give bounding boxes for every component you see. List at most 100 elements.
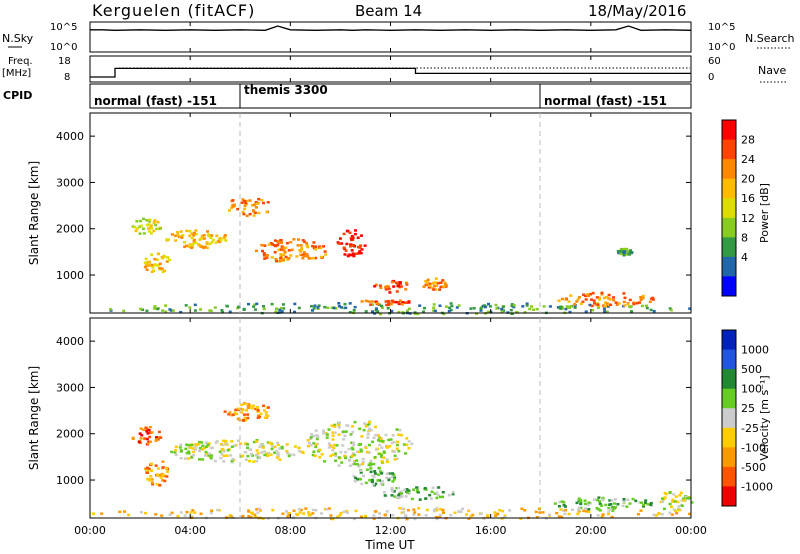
power-cells-cell xyxy=(225,305,229,308)
colorbar-tick-label: 25 xyxy=(741,402,755,415)
vel-cells-cell xyxy=(266,454,270,458)
power-cells-cell xyxy=(350,238,354,241)
vel-cells-cell xyxy=(312,508,315,512)
vel-cells-cell xyxy=(192,450,196,454)
vel-cells-cell xyxy=(185,451,189,455)
vel-cells-cell xyxy=(579,506,583,510)
vel-cells-cell xyxy=(407,489,411,492)
vel-cells-cell xyxy=(368,421,371,424)
power-cells-cell xyxy=(156,227,160,231)
vel-cells-cell xyxy=(330,424,334,427)
power-cells-cell xyxy=(207,234,211,238)
colorbar-segment xyxy=(722,369,736,390)
vel-cells-cell xyxy=(157,430,161,434)
vel-cells-cell xyxy=(243,451,247,454)
power-cells-cell xyxy=(156,258,159,261)
vel-cells-cell xyxy=(322,429,325,432)
power-cells-cell xyxy=(192,234,196,237)
colorbar-tick-label: 24 xyxy=(741,153,755,166)
vel-cells-cell xyxy=(246,446,249,450)
cpid-segment-3: normal (fast) -151 xyxy=(544,94,667,108)
power-cells-cell xyxy=(193,309,197,312)
power-cells-cell xyxy=(600,291,604,295)
vel-cells-cell xyxy=(218,450,222,453)
vel-cells-cell xyxy=(369,470,373,474)
colorbar-segment xyxy=(722,486,736,507)
power-cells-cell xyxy=(405,283,409,286)
vel-cells-cell xyxy=(366,436,370,439)
vel-cells-cell xyxy=(338,514,342,517)
vel-cells-cell xyxy=(334,454,338,458)
vel-cells-cell xyxy=(369,428,373,432)
vel-cells-cell xyxy=(179,511,183,514)
power-cells-cell xyxy=(147,223,151,226)
vel-cells-cell xyxy=(679,491,683,495)
power-cells-cell xyxy=(387,287,391,291)
vel-cells-cell xyxy=(241,408,245,411)
vel-cells-cell xyxy=(359,448,363,451)
vel-cells-cell xyxy=(364,424,368,428)
vel-cells-cell xyxy=(378,470,382,473)
power-cells-cell xyxy=(346,229,350,233)
power-cells-cell xyxy=(190,246,194,249)
vel-cells-cell xyxy=(674,495,678,498)
vel-cells-cell xyxy=(392,490,396,493)
vel-cells-cell xyxy=(439,513,443,517)
power-cells-cell xyxy=(569,305,573,308)
power-cells-cell xyxy=(353,305,357,309)
power-cells-cell xyxy=(213,306,217,309)
vel-cells-cell xyxy=(372,514,376,517)
colorbar-segment xyxy=(722,276,736,297)
power-cells-cell xyxy=(390,280,394,284)
vel-cells-cell xyxy=(390,475,394,478)
vel-cells-cell xyxy=(343,454,347,458)
vel-cells-cell xyxy=(503,514,507,517)
vel-cells-cell xyxy=(461,507,464,511)
power-cells-cell xyxy=(311,309,314,312)
power-cells-cell xyxy=(652,309,656,313)
power-cells-cell xyxy=(316,307,320,310)
power-cells-cell xyxy=(344,306,348,310)
power-cells-cell xyxy=(274,310,278,314)
power-cells-cell xyxy=(279,257,283,260)
vel-cells-cell xyxy=(146,432,150,435)
vel-cells-cell xyxy=(583,502,587,506)
vel-cells-cell xyxy=(207,442,211,445)
power-cells-cell xyxy=(312,307,316,310)
cpid-segment-2: themis 3300 xyxy=(244,83,328,97)
power-cells-cell xyxy=(134,229,138,233)
power-cells-cell xyxy=(441,279,445,282)
colorbar-segment xyxy=(722,217,736,238)
power-cells-cell xyxy=(220,309,224,312)
freq-label: Freq. xyxy=(8,56,33,67)
vel-cells-cell xyxy=(145,429,149,433)
vel-cells-cell xyxy=(534,510,538,514)
vel-cells-cell xyxy=(293,445,297,448)
power-cells-cell xyxy=(426,278,430,282)
vel-cells-cell xyxy=(230,461,234,464)
vel-cells-cell xyxy=(150,462,154,466)
vel-cells-cell xyxy=(271,508,275,512)
vel-cells-cell xyxy=(150,431,154,434)
vel-cells-cell xyxy=(374,510,378,513)
vel-cells-cell xyxy=(231,413,235,416)
vel-cells-cell xyxy=(256,410,260,413)
power-cells-cell xyxy=(354,229,357,232)
power-cells-cell xyxy=(265,210,269,214)
vel-cells-cell xyxy=(368,427,371,430)
vel-cells-cell xyxy=(389,438,393,441)
power-cells-cell xyxy=(160,267,164,270)
power-cells-cell xyxy=(348,231,352,235)
power-cells-cell xyxy=(422,310,425,313)
power-cells-cell xyxy=(510,312,514,315)
power-cells-cell xyxy=(603,304,607,308)
power-cells-cell xyxy=(147,230,151,233)
vel-cells-cell xyxy=(401,507,405,510)
vel-cells-cell xyxy=(415,486,419,489)
vel-cells-cell xyxy=(387,472,391,475)
vel-cells-cell xyxy=(374,482,378,486)
power-cells-cell xyxy=(260,243,264,247)
vel-cells-cell xyxy=(329,454,333,458)
vel-cells-cell xyxy=(607,506,611,510)
power-cells-cell xyxy=(515,311,519,314)
